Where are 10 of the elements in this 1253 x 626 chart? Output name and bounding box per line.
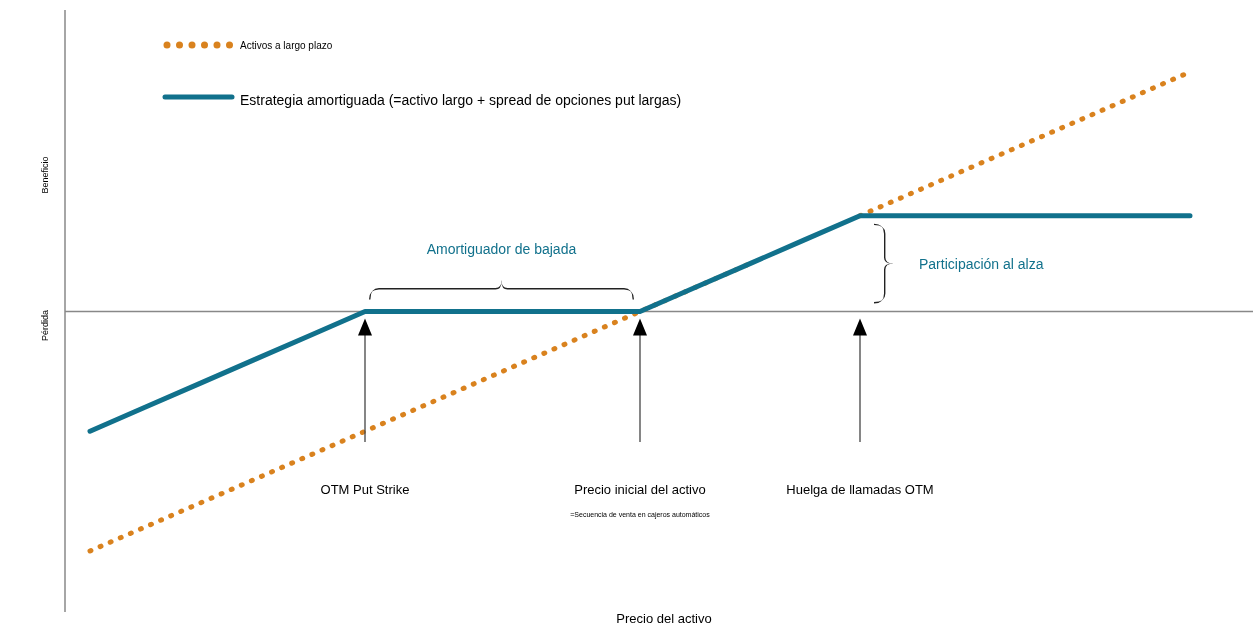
annotation: OTM Put Strike: [320, 482, 410, 497]
annotation: Precio inicial del activo: [574, 482, 706, 497]
annotation: Amortiguador de bajada: [426, 240, 577, 257]
y-axis-title: Beneficio: [40, 156, 50, 194]
legend-label: Activos a largo plazo: [240, 40, 333, 51]
annotation: Participación al alza: [919, 255, 1044, 272]
annotation: Huelga de llamadas OTM: [786, 482, 934, 497]
legend-label: Estrategia amortiguada (=activo largo + spread de opciones put largas): [240, 92, 682, 108]
text: Pérdida: [40, 309, 50, 342]
x-axis-title: Precio del activo: [616, 611, 712, 626]
